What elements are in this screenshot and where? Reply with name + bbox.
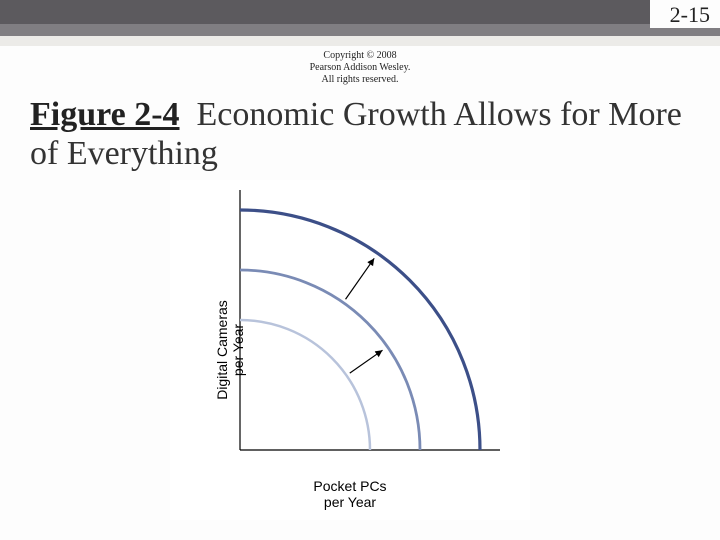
chart-area: Digital Camerasper Year Pocket PCsper Ye…	[170, 180, 530, 520]
copyright-block: Copyright © 2008 Pearson Addison Wesley.…	[0, 50, 720, 86]
copyright-line1: Copyright © 2008	[0, 50, 720, 62]
x-axis-label: Pocket PCsper Year	[170, 478, 530, 510]
copyright-line3: All rights reserved.	[0, 74, 720, 86]
y-axis-label: Digital Camerasper Year	[214, 300, 246, 400]
slide-title: Figure 2-4 Economic Growth Allows for Mo…	[30, 95, 690, 173]
header-band-light	[0, 36, 720, 46]
page-number: 2-15	[670, 2, 710, 28]
figure-label: Figure 2-4	[30, 96, 180, 133]
header-bar	[0, 0, 720, 50]
slide: 2-15 Copyright © 2008 Pearson Addison We…	[0, 0, 720, 540]
copyright-line2: Pearson Addison Wesley.	[0, 62, 720, 74]
